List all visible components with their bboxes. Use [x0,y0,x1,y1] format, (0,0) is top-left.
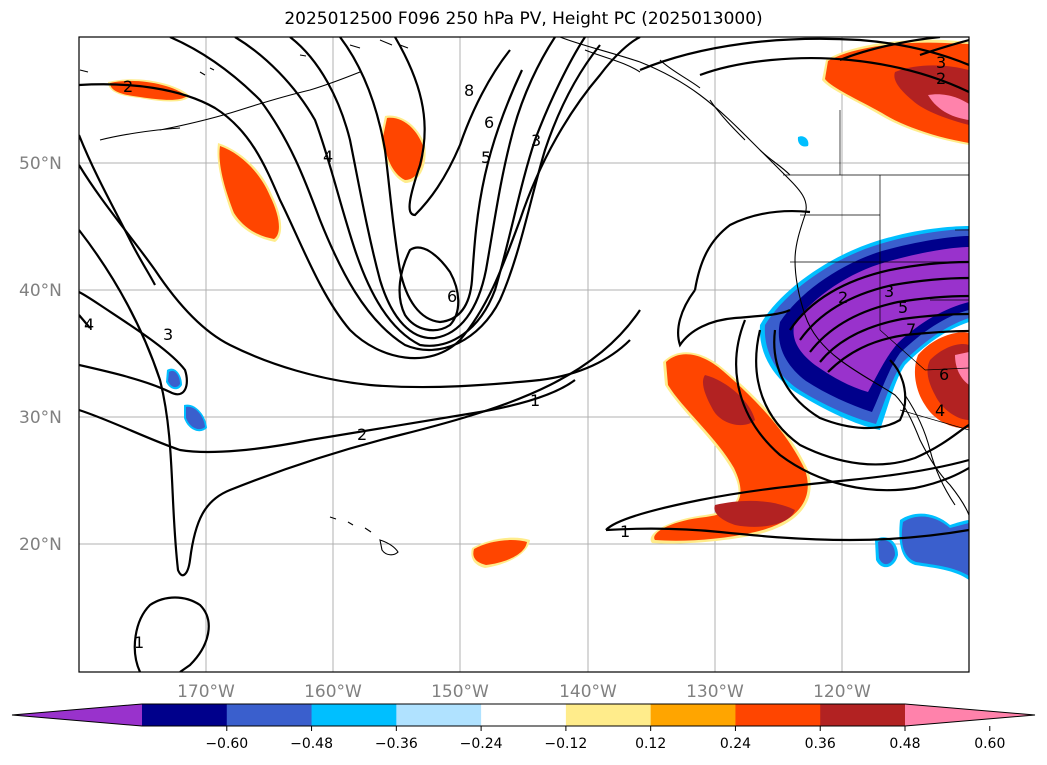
height-contours [79,37,969,672]
lon-label-130w: 130°W [686,682,744,702]
colorbar-tick-label: −0.36 [375,736,418,752]
lat-label-30n: 30°N [19,408,62,428]
colorbar-extend-low [12,704,142,726]
contour-label: 4 [84,315,94,334]
contour-label: 6 [939,365,949,384]
colorbar-segment [311,704,397,726]
latitude-labels: 50°N 40°N 30°N 20°N [19,154,62,555]
contour-label: 2 [123,77,133,96]
colorbar-segment [735,704,821,726]
contour-label: 1 [620,522,630,541]
contour-label: 5 [898,298,908,317]
colorbar-tick-label: −0.24 [460,736,503,752]
colorbar-segment [142,704,228,726]
contour-label: 6 [484,113,494,132]
lat-label-40n: 40°N [19,281,62,301]
contour-label: 4 [323,147,333,166]
contour-label: 4 [935,401,945,420]
lat-label-20n: 20°N [19,535,62,555]
contour-label: 3 [936,53,946,72]
lon-label-160w: 160°W [304,682,362,702]
contour-label: 3 [163,325,173,344]
lon-label-170w: 170°W [177,682,235,702]
contour-label: 1 [530,391,540,410]
coastlines [79,37,969,556]
contour-label: 6 [447,287,457,306]
contour-label: 2 [838,288,848,307]
colorbar-segment [396,704,482,726]
pv-negative-anomalies [166,136,969,580]
contour-label: 2 [936,69,946,88]
colorbar-segment [226,704,313,726]
colorbar-tick-label: 0.48 [889,736,920,752]
colorbar-extend-high [905,704,1035,726]
political-borders [783,110,969,431]
contour-label: 1 [134,633,144,652]
pv-positive-anomalies [108,39,969,568]
contour-label: 2 [357,425,367,444]
colorbar-segment [650,704,736,726]
colorbar-tick-label: −0.48 [290,736,333,752]
contour-label: 5 [481,148,491,167]
colorbar-outline [11,703,1036,727]
contour-label: 3 [884,282,894,301]
lon-label-150w: 150°W [431,682,489,702]
colorbar: −0.60 −0.48 −0.36 −0.24 −0.12 0.12 0.24 0.36 0.4… [11,703,1036,752]
lon-label-120w: 120°W [813,682,871,702]
colorbar-tick-label: 0.36 [805,736,836,752]
contour-label: 8 [464,81,474,100]
colorbar-tick-label: 0.60 [974,736,1005,752]
colorbar-segment [481,704,567,726]
lat-label-50n: 50°N [19,154,62,174]
longitude-labels: 170°W 160°W 150°W 140°W 130°W 120°W [177,682,871,702]
colorbar-tick-label: 0.12 [635,736,666,752]
colorbar-tick-label: −0.12 [544,736,587,752]
colorbar-segment [820,704,906,726]
contour-label: 7 [906,320,916,339]
map-title: 2025012500 F096 250 hPa PV, Height PC (2… [284,9,763,29]
colorbar-tick-label: −0.60 [205,736,248,752]
colorbar-segment [565,704,652,726]
lon-label-140w: 140°W [559,682,617,702]
colorbar-tick-label: 0.24 [720,736,751,752]
map-area: 2 4 8 6 5 3 6 4 3 2 1 1 1 3 2 2 3 5 7 6 … [79,37,969,672]
contour-labels: 2 4 8 6 5 3 6 4 3 2 1 1 1 3 2 2 3 5 7 6 … [84,53,949,652]
map-frame [78,36,970,673]
contour-label: 3 [531,131,541,150]
